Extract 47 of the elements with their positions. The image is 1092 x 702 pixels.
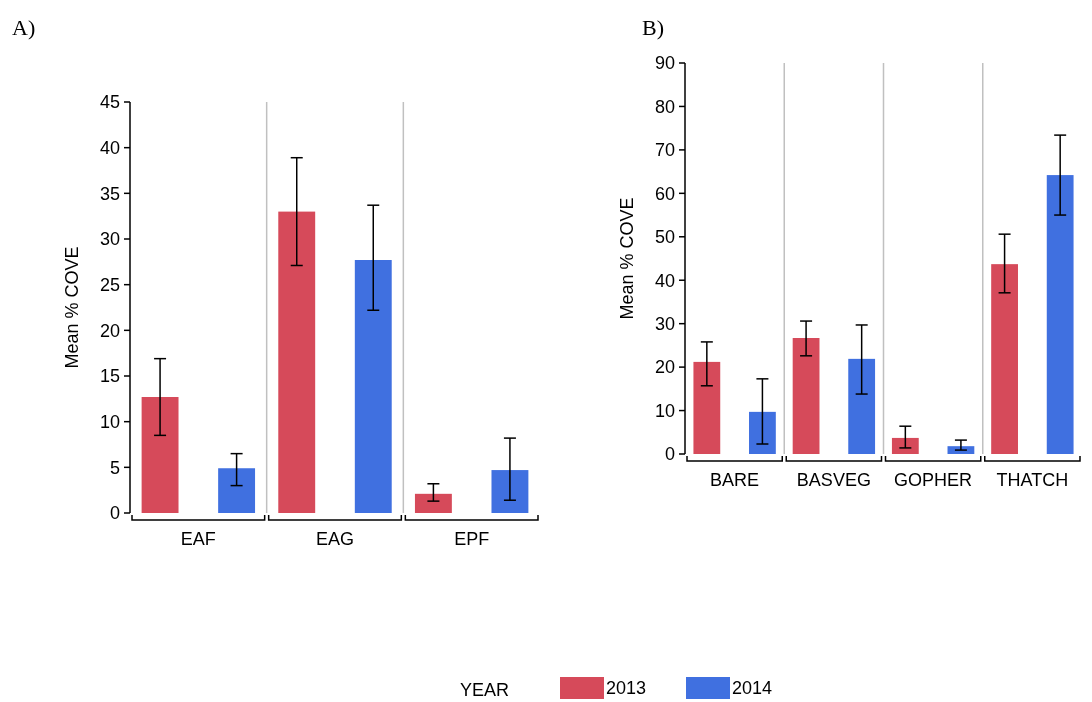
y-tick-label: 30 [654,313,675,334]
y-tick-label: 40 [99,137,120,158]
bar [792,338,820,454]
y-tick-label: 35 [99,183,120,204]
x-tick-label: EAG [315,529,355,549]
legend-title: YEAR [460,680,510,700]
y-tick-label: 20 [654,357,675,378]
y-tick-label: 0 [664,444,675,465]
y-axis-title: Mean % COVE [617,197,637,320]
y-tick-label: 5 [109,457,120,478]
bar [891,437,919,454]
y-tick-label: 50 [654,227,675,248]
y-tick-label: 20 [99,320,120,341]
bar [141,397,179,513]
bar [848,358,876,454]
y-tick-label: 30 [99,229,120,250]
bar [693,361,721,454]
y-tick-label: 15 [99,366,120,387]
y-tick-label: 90 [654,53,675,74]
y-tick-label: 70 [654,140,675,161]
chart-title: B) [642,15,664,40]
y-tick-label: 40 [654,270,675,291]
y-tick-label: 60 [654,183,675,204]
x-tick-label: GOPHER [894,470,973,490]
bar [491,470,529,513]
bar [749,411,776,454]
x-tick-label: EPF [454,529,490,549]
legend-label: 2013 [606,678,647,699]
y-tick-label: 10 [654,400,675,421]
y-tick-label: 25 [99,274,120,295]
bar [278,211,316,513]
x-tick-label: BASVEG [796,470,871,490]
chart-title: A) [12,15,36,40]
bar [1046,175,1074,454]
bar [414,493,452,513]
x-tick-label: EAF [180,529,216,549]
bar [354,260,392,513]
y-tick-label: 0 [109,503,120,524]
x-tick-label: THATCH [996,470,1069,490]
y-tick-label: 80 [654,96,675,117]
y-tick-label: 45 [99,92,120,113]
x-tick-label: BARE [710,470,760,490]
legend-label: 2014 [732,678,773,699]
y-tick-label: 10 [99,411,120,432]
bar [218,468,256,513]
bar [991,264,1018,454]
y-axis-title: Mean % COVE [62,246,82,369]
